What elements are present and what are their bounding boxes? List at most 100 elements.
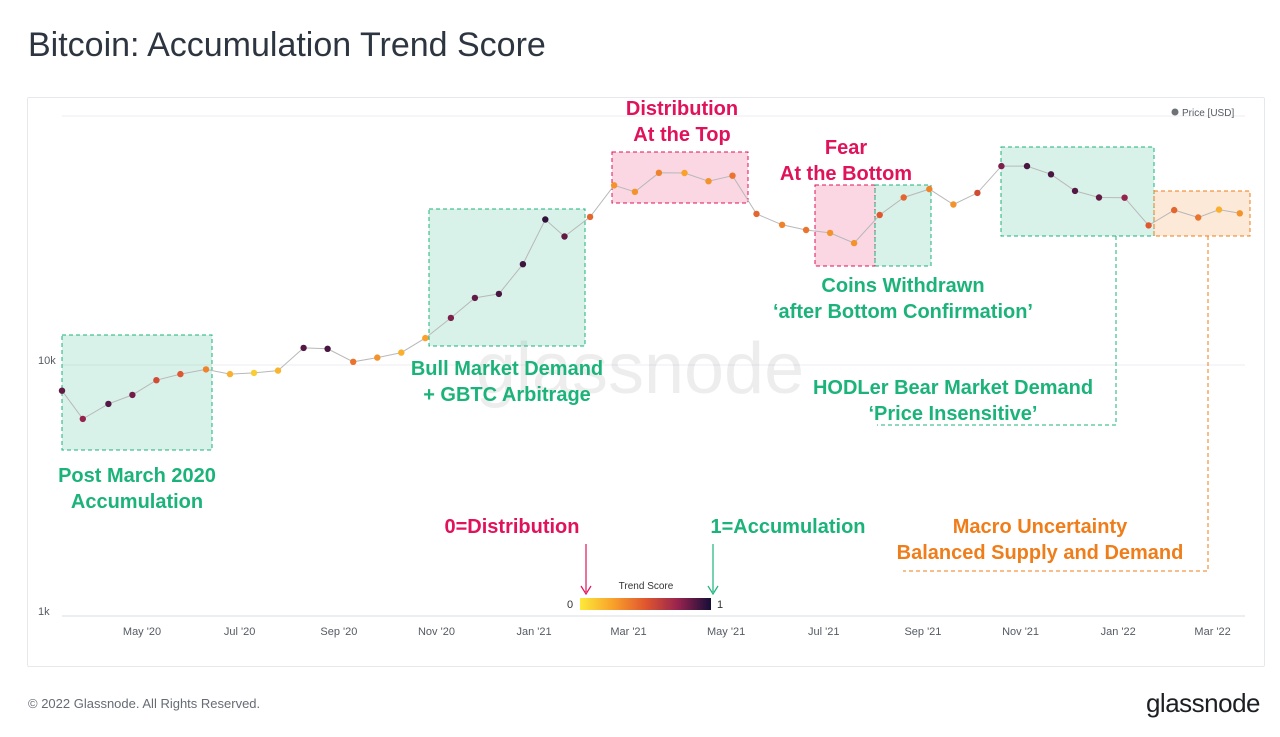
price-point	[1145, 222, 1152, 229]
price-point	[177, 370, 184, 378]
price-point	[950, 201, 957, 208]
annotation-hodler-line1: HODLer Bear Market Demand	[813, 377, 1093, 399]
price-point	[542, 216, 549, 223]
colorbar-max-label: 1	[717, 599, 723, 611]
annotation-distribution-line1: Distribution	[626, 98, 738, 120]
price-point	[1215, 206, 1223, 213]
x-tick-label: May '21	[707, 626, 745, 638]
watermark: glassnode	[476, 329, 804, 409]
price-point	[974, 189, 981, 197]
arrow-accumulation-head	[707, 585, 719, 596]
x-tick-label: May '20	[123, 626, 161, 638]
price-point	[202, 366, 210, 373]
region-fear-bottom	[814, 184, 876, 267]
x-tick-label: Jan '22	[1101, 626, 1136, 638]
price-point	[850, 239, 858, 247]
price-point	[586, 213, 594, 221]
price-point	[129, 391, 136, 399]
x-tick-label: Jul '21	[808, 626, 839, 638]
price-point	[1236, 210, 1244, 217]
annotation-withdrawn-line1: Coins Withdrawn	[821, 275, 984, 297]
page-title: Bitcoin: Accumulation Trend Score	[28, 26, 546, 64]
price-point	[226, 370, 234, 378]
price-point	[631, 188, 639, 195]
x-tick-label: Nov '21	[1002, 626, 1039, 638]
x-axis-ticks: May '20 Jul '20 Sep '20 Nov '20 Jan '21 Mar '…	[123, 626, 1231, 638]
price-point	[398, 349, 405, 356]
price-point	[471, 294, 479, 302]
x-tick-label: Nov '20	[418, 626, 455, 638]
price-point	[802, 226, 810, 234]
price-point	[778, 221, 786, 228]
price-point	[610, 182, 618, 189]
footer-copyright: © 2022 Glassnode. All Rights Reserved.	[28, 696, 261, 711]
price-line	[61, 165, 1240, 420]
price-series	[58, 162, 1244, 423]
annotation-post-march-line2: Accumulation	[71, 491, 203, 513]
annotation-withdrawn-line2: ‘after Bottom Confirmation’	[773, 301, 1033, 323]
price-point	[753, 210, 760, 218]
price-point	[681, 169, 688, 177]
x-tick-label: Sep '20	[320, 626, 357, 638]
price-point	[58, 387, 66, 394]
price-point	[105, 400, 112, 408]
price-point	[1121, 194, 1128, 201]
glassnode-logo: glassnode	[1145, 688, 1261, 718]
price-point	[1071, 187, 1079, 195]
hodler-connector	[877, 236, 1117, 426]
colorbar-gradient	[580, 598, 711, 610]
annotation-fear-line1: Fear	[825, 137, 867, 159]
annotation-bull-line2: + GBTC Arbitrage	[423, 384, 591, 406]
price-point	[374, 354, 381, 361]
price-point	[422, 334, 429, 342]
annotation-zero-distribution: 0=Distribution	[444, 516, 579, 538]
annotation-distribution-line2: At the Top	[633, 124, 730, 146]
legend: Price [USD]	[1171, 108, 1234, 119]
legend-marker	[1171, 108, 1179, 116]
price-point	[655, 169, 663, 176]
price-point	[79, 415, 87, 423]
price-point	[729, 172, 736, 179]
region-macro-uncertainty	[1153, 190, 1251, 237]
region-distribution-top	[611, 151, 749, 204]
price-point	[900, 194, 907, 201]
y-tick-label: 1k	[38, 606, 50, 618]
chart-panel	[27, 97, 1265, 667]
arrow-distribution-head	[580, 585, 592, 596]
connector-lines	[877, 236, 1209, 572]
annotation-post-march-line1: Post March 2020	[58, 465, 216, 487]
price-point	[1095, 194, 1103, 201]
price-point	[826, 229, 834, 237]
price-point	[250, 369, 258, 377]
region-bull-market	[428, 208, 586, 347]
x-tick-label: Jul '20	[224, 626, 255, 638]
legend-label: Price [USD]	[1182, 108, 1234, 119]
price-point	[1023, 162, 1031, 170]
trend-score-colorbar: Trend Score 0 1	[567, 581, 723, 611]
price-point	[876, 211, 883, 219]
price-point	[300, 344, 307, 352]
gridlines	[62, 115, 1245, 617]
x-tick-label: Sep '21	[904, 626, 941, 638]
price-point	[153, 377, 160, 384]
price-point	[447, 314, 455, 322]
price-point	[998, 162, 1005, 170]
price-point	[324, 345, 331, 352]
price-point	[705, 178, 712, 185]
price-point	[274, 367, 282, 374]
price-point	[350, 358, 357, 365]
y-tick-label: 10k	[38, 355, 56, 367]
price-point	[519, 261, 527, 268]
annotation-macro-line1: Macro Uncertainty	[953, 516, 1128, 538]
annotations: Post March 2020 Accumulation Bull Market…	[58, 98, 1184, 596]
x-tick-label: Mar '22	[1194, 626, 1230, 638]
price-point	[926, 185, 933, 193]
price-point	[1195, 214, 1202, 221]
annotation-macro-line2: Balanced Supply and Demand	[897, 542, 1184, 564]
colorbar-min-label: 0	[567, 599, 573, 611]
colorbar-title: Trend Score	[619, 581, 674, 592]
annotation-bull-line1: Bull Market Demand	[411, 358, 603, 380]
price-point	[1047, 171, 1055, 178]
annotation-fear-line2: At the Bottom	[780, 163, 912, 185]
